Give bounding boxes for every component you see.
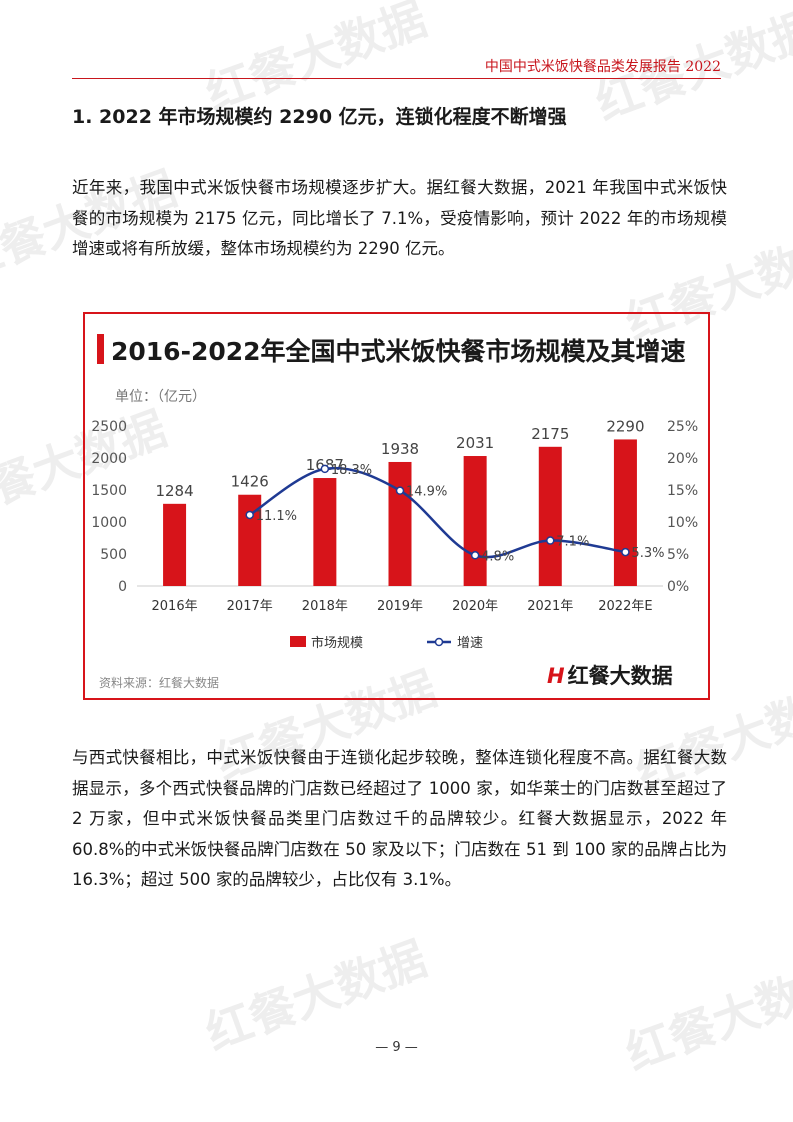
x-tick-label: 2022年E — [598, 599, 652, 614]
section-heading: 1. 2022 年市场规模约 2290 亿元，连锁化程度不断增强 — [72, 106, 567, 128]
chart-source: 资料来源：红餐大数据 — [99, 676, 220, 690]
x-tick-label: 2016年 — [152, 599, 198, 614]
y-left-tick-label: 1500 — [91, 483, 127, 499]
growth-value-label: 5.3% — [631, 546, 664, 561]
growth-point — [320, 464, 330, 474]
paragraph-market-size: 近年来，我国中式米饭快餐市场规模逐步扩大。据红餐大数据，2021 年我国中式米饭… — [72, 178, 727, 258]
header-title: 中国中式米饭快餐品类发展报告 2022 — [484, 59, 721, 75]
bar-value-label: 2175 — [531, 425, 569, 443]
x-tick-label: 2018年 — [302, 599, 348, 614]
bar — [238, 494, 262, 586]
watermark: 红餐大数据 — [618, 951, 793, 1081]
x-tick-label: 2017年 — [227, 599, 273, 614]
bar — [538, 446, 562, 586]
y-right-tick-label: 20% — [667, 451, 698, 467]
chart-box: 2016-2022年全国中式米饭快餐市场规模及其增速 单位：（亿元） 0 500 1… — [83, 312, 710, 700]
chart-title: 2016-2022年全国中式米饭快餐市场规模及其增速 — [111, 337, 686, 366]
growth-point — [621, 547, 630, 557]
page-number: — 9 — — [375, 1040, 418, 1055]
bar-value-label: 2031 — [456, 434, 494, 452]
bar — [463, 456, 487, 586]
y-left-tick-label: 500 — [100, 547, 127, 563]
bar — [163, 503, 187, 586]
growth-point — [546, 536, 555, 545]
growth-value-label: 11.1% — [256, 509, 297, 524]
x-tick-label: 2021年 — [527, 599, 573, 614]
header-rule — [72, 78, 721, 79]
growth-point — [395, 486, 405, 495]
bar — [388, 461, 412, 586]
legend-swatch-bar — [290, 636, 306, 647]
bar-value-label: 2290 — [606, 417, 644, 435]
y-right-tick-label: 5% — [667, 547, 689, 563]
growth-point — [470, 551, 480, 560]
growth-value-label: 18.3% — [331, 463, 372, 478]
bar — [613, 439, 637, 586]
y-left-tick-label: 1000 — [91, 515, 127, 531]
y-left-tick-label: 2500 — [91, 419, 127, 435]
bar-value-label: 1284 — [155, 482, 193, 500]
bar — [313, 478, 337, 586]
growth-value-label: 14.9% — [406, 485, 447, 500]
growth-value-label: 7.1% — [556, 535, 589, 550]
chart-plot: 0 500 1000 1500 2000 2500 0% 5% 10% 15% 20% 25% 1284… — [91, 417, 698, 651]
x-tick-label: 2019年 — [377, 599, 423, 614]
bar-value-label: 1938 — [381, 440, 419, 458]
y-right-tick-label: 15% — [667, 483, 698, 499]
brand-logo-icon: H — [547, 664, 565, 688]
brand-name: 红餐大数据 — [567, 664, 673, 688]
growth-point — [245, 510, 254, 520]
legend-label-bar: 市场规模 — [311, 635, 363, 651]
y-left-tick-label: 2000 — [91, 451, 127, 467]
growth-value-label: 4.8% — [481, 549, 514, 564]
y-left-tick-label: 0 — [118, 579, 127, 595]
y-right-tick-label: 25% — [667, 419, 698, 435]
chart-title-bar — [97, 334, 104, 364]
chart-unit-label: 单位：（亿元） — [115, 389, 206, 405]
paragraph-chain-rate: 与西式快餐相比，中式米饭快餐由于连锁化起步较晚，整体连锁化程度不高。据红餐大数据… — [72, 748, 727, 889]
chart-brand: H 红餐大数据 — [547, 660, 673, 690]
y-right-tick-label: 10% — [667, 515, 698, 531]
legend-swatch-marker — [434, 637, 444, 647]
y-right-tick-label: 0% — [667, 579, 689, 595]
legend-label-line: 增速 — [457, 636, 483, 651]
bar-value-label: 1426 — [231, 473, 269, 491]
x-tick-label: 2020年 — [452, 599, 498, 614]
